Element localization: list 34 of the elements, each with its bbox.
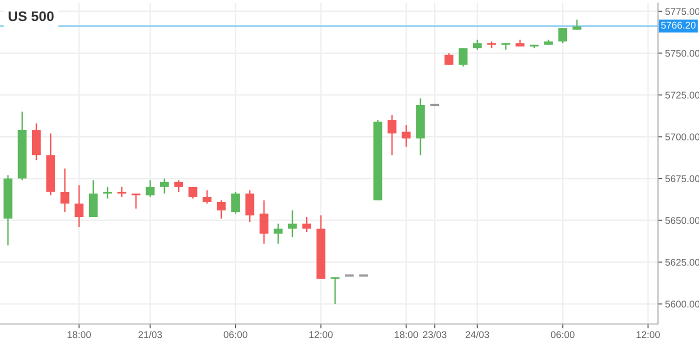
candlestick	[274, 222, 283, 244]
candlestick	[216, 200, 226, 220]
x-tick-label: 06:00	[224, 331, 248, 338]
x-tick-label: 18:00	[68, 331, 91, 338]
x-tick-label: 18:00	[394, 331, 418, 338]
candlestick	[330, 276, 340, 305]
candlestick	[160, 178, 169, 194]
candlestick	[202, 190, 212, 204]
candlestick	[74, 184, 84, 228]
candlestick	[103, 186, 112, 200]
candlestick	[245, 190, 254, 223]
chart-title: US 500	[8, 11, 54, 22]
candlestick	[388, 114, 396, 156]
candlestick	[174, 180, 184, 193]
candlestick	[260, 200, 268, 244]
candlestick	[302, 216, 312, 233]
candlestick	[146, 180, 155, 198]
candlestick	[88, 180, 98, 218]
x-tick-label: 21/03	[138, 330, 162, 338]
x-tick-label: 23/03	[423, 330, 446, 338]
x-tick-label: 12:00	[309, 331, 333, 338]
candlestick	[288, 210, 297, 238]
ref-line-label: 5766.20	[661, 22, 696, 29]
x-tick-label: 24/03	[466, 330, 490, 338]
candlestick	[231, 191, 240, 214]
candlestick	[60, 168, 70, 213]
x-tick-label: 12:00	[636, 331, 660, 338]
candlestick	[444, 52, 454, 66]
candlestick	[472, 39, 482, 51]
candlestick	[132, 192, 140, 210]
candlestick	[458, 47, 468, 68]
x-tick-label: 06:00	[550, 331, 574, 338]
candlestick	[402, 124, 411, 148]
candlestick	[558, 27, 568, 44]
